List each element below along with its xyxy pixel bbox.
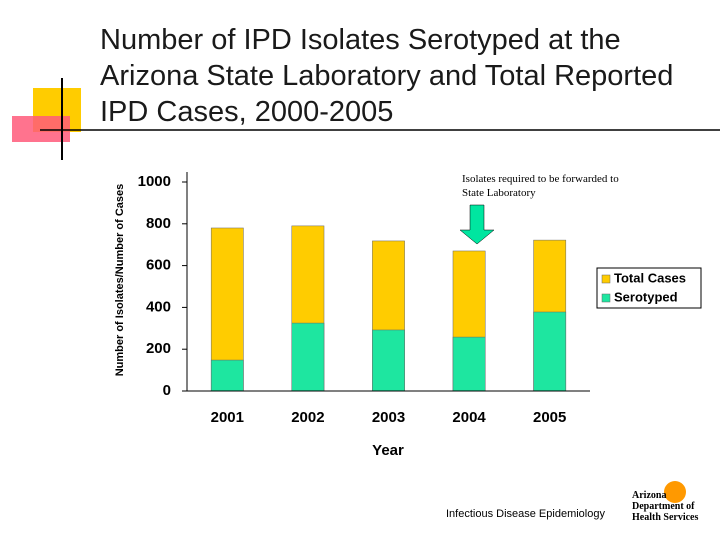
plot: 0 200 400 600 800 1000 2001 2002 2003 2004 2005 Tot… [138, 172, 702, 426]
bar [533, 311, 567, 392]
y-tick-label: 1000 [138, 173, 171, 190]
y-tick-label: 400 [146, 298, 171, 315]
legend-swatch [601, 274, 611, 284]
annotation-arrow [459, 204, 495, 245]
logo-line: Arizona [632, 490, 667, 501]
legend-box [596, 267, 702, 309]
bar [291, 322, 325, 392]
title: Number of IPD Isolates Serotyped at the … [100, 24, 674, 128]
legend-swatch [601, 293, 611, 303]
bar [452, 336, 486, 392]
logo: Arizona Department of Health Services [632, 490, 712, 523]
y-tick-label: 800 [146, 215, 171, 232]
x-tick-label: 2003 [372, 409, 405, 426]
bar [210, 359, 244, 392]
footer: Infectious Disease Epidemiology [446, 508, 605, 520]
legend-label: Total Cases [614, 270, 686, 285]
y-axis-label: Number of Isolates/Number of Cases [114, 184, 126, 377]
y-tick-label: 0 [163, 382, 171, 399]
bar [372, 329, 405, 392]
y-tick-label: 200 [146, 340, 171, 357]
logo-sun [664, 481, 686, 503]
logo-line: Health Services [632, 512, 699, 523]
x-tick-label: 2001 [211, 409, 244, 426]
logo-line: Department of [632, 501, 695, 512]
x-tick-label: 2002 [291, 409, 324, 426]
annotation: Isolates required to be forwarded to Sta… [462, 173, 619, 199]
x-tick-label: 2004 [452, 409, 486, 426]
x-tick-label: 2005 [533, 409, 566, 426]
decoration [12, 116, 70, 142]
legend-label: Serotyped [614, 289, 678, 304]
x-axis-label: Year [372, 442, 404, 459]
y-tick-label: 600 [146, 257, 171, 274]
